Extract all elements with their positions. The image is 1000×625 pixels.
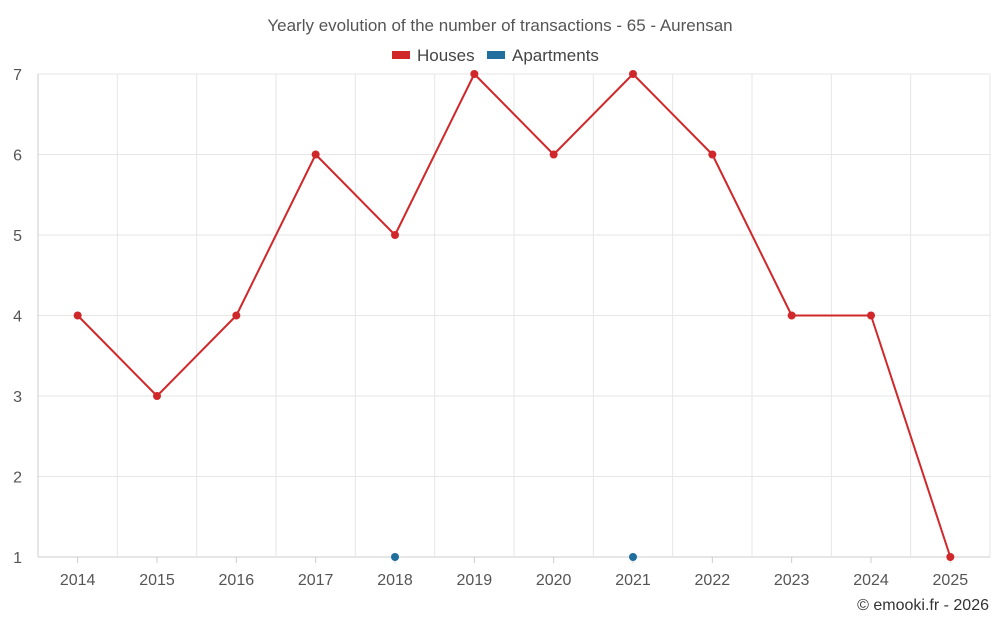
data-point-apartments[interactable] — [629, 553, 637, 561]
y-tick-label: 7 — [13, 67, 22, 84]
data-point-houses[interactable] — [391, 231, 399, 239]
data-point-houses[interactable] — [311, 150, 320, 159]
data-point-houses[interactable] — [232, 311, 241, 320]
x-tick-label: 2018 — [377, 572, 413, 589]
x-tick-label: 2023 — [774, 572, 810, 589]
legend-label-houses[interactable]: Houses — [417, 46, 475, 65]
series-line-houses — [76, 73, 952, 558]
legend-label-apartments[interactable]: Apartments — [512, 46, 599, 65]
data-point-houses[interactable] — [867, 311, 875, 320]
y-tick-label: 6 — [13, 148, 22, 165]
series-layer — [73, 70, 955, 561]
data-point-houses[interactable] — [549, 150, 558, 159]
legend-swatch-houses — [392, 51, 410, 59]
data-point-houses[interactable] — [470, 70, 479, 78]
x-tick-label: 2019 — [457, 572, 493, 589]
data-point-houses[interactable] — [629, 70, 637, 78]
chart-title: Yearly evolution of the number of transa… — [267, 16, 732, 35]
x-tick-label: 2022 — [695, 572, 731, 589]
data-point-houses[interactable] — [73, 311, 82, 320]
x-tick-label: 2016 — [219, 572, 255, 589]
y-tick-label: 2 — [13, 470, 22, 487]
x-tick-label: 2014 — [60, 572, 96, 589]
data-point-houses[interactable] — [708, 150, 717, 159]
x-tick-label: 2025 — [933, 572, 969, 589]
x-axis-ticks: 2014 2015 2016 2017 2018 2019 2020 2021 2022 2023… — [60, 557, 968, 589]
data-point-houses[interactable] — [153, 392, 161, 400]
x-tick-label: 2015 — [139, 572, 175, 589]
x-tick-label: 2020 — [536, 572, 572, 589]
y-tick-label: 3 — [13, 389, 22, 406]
data-point-apartments[interactable] — [391, 553, 399, 561]
x-tick-label: 2021 — [615, 572, 651, 589]
data-point-houses[interactable] — [946, 553, 955, 561]
y-tick-label: 4 — [13, 309, 22, 326]
y-tick-label: 1 — [13, 550, 22, 567]
data-point-houses[interactable] — [787, 311, 796, 320]
legend: Houses Apartments — [392, 46, 599, 65]
y-tick-label: 5 — [13, 228, 22, 245]
legend-swatch-apartments — [487, 51, 505, 59]
x-tick-label: 2024 — [853, 572, 889, 589]
y-axis-ticks: 1 2 3 4 5 6 7 — [13, 67, 22, 567]
credit-text: © emooki.fr - 2026 — [857, 597, 989, 614]
x-tick-label: 2017 — [298, 572, 334, 589]
